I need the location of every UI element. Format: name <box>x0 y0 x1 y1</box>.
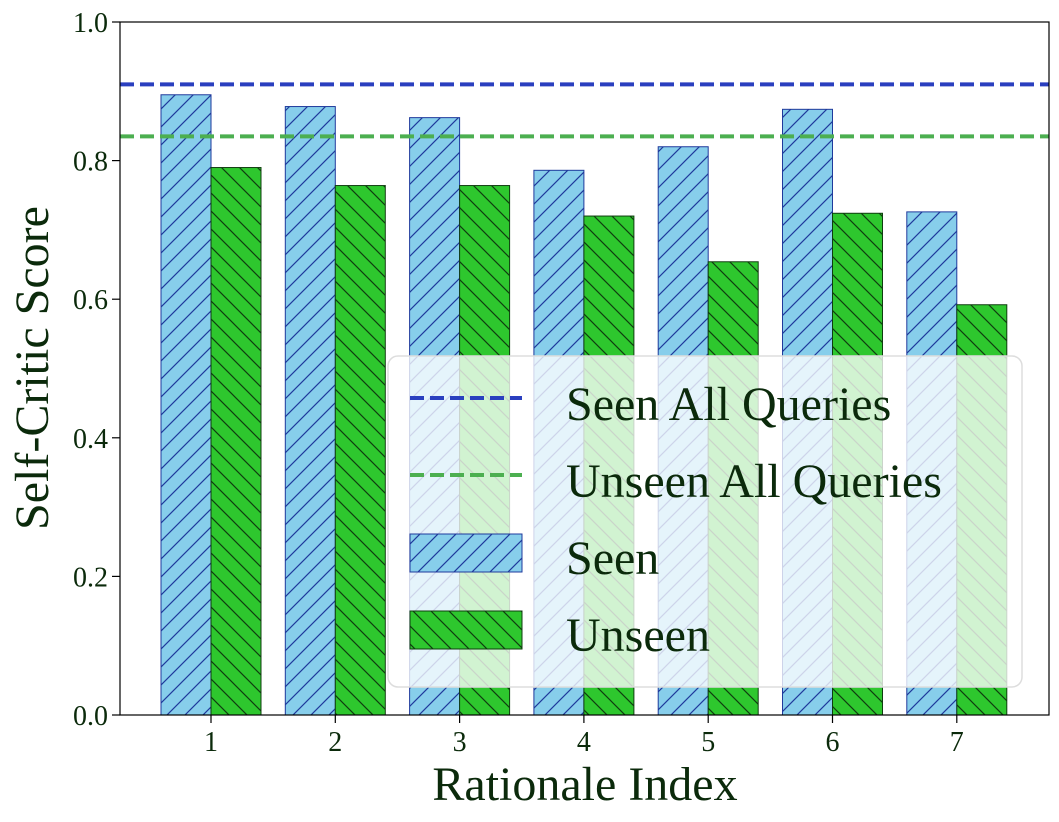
x-tick-label: 6 <box>826 727 840 758</box>
bar-unseen-hatch-2 <box>334 185 386 716</box>
x-tick-label: 7 <box>950 727 964 758</box>
legend-swatch-hatch-unseen <box>409 610 523 650</box>
legend-label: Seen All Queries <box>566 378 891 431</box>
x-tick-label: 1 <box>204 727 218 758</box>
legend-box <box>387 355 1023 688</box>
bar-seen-hatch-2 <box>284 106 336 716</box>
x-tick-label: 4 <box>577 727 591 758</box>
x-tick-label: 5 <box>701 727 715 758</box>
y-tick-label: 0.8 <box>73 147 108 178</box>
y-axis-title: Self-Critic Score <box>6 206 59 530</box>
legend-label: Unseen <box>566 609 710 662</box>
x-tick-label: 2 <box>328 727 342 758</box>
y-tick-label: 0.2 <box>73 562 108 593</box>
reference-lines-layer <box>120 82 1049 139</box>
x-tick-label: 3 <box>453 727 467 758</box>
legend: Seen All Queries Unseen All Queries Seen Un… <box>387 355 1023 688</box>
bar-seen-hatch-1 <box>160 94 212 716</box>
axes-layer: 0.0 0.2 0.4 0.6 0.8 1.0 1 2 3 4 5 6 7 <box>73 8 1050 758</box>
y-tick-label: 0.4 <box>73 424 108 455</box>
bar-unseen-hatch-1 <box>210 167 262 716</box>
y-tick-label: 0.6 <box>73 285 108 316</box>
x-axis-title: Rationale Index <box>432 758 737 811</box>
legend-label: Seen <box>566 532 659 585</box>
legend-label: Unseen All Queries <box>566 455 942 508</box>
legend-swatch-hatch-seen <box>409 533 523 573</box>
y-tick-label: 0.0 <box>73 701 108 732</box>
y-tick-label: 1.0 <box>73 8 108 39</box>
